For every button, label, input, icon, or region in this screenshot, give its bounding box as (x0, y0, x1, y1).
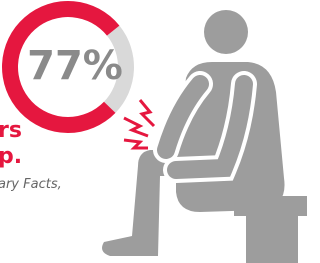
pain-marks (124, 100, 154, 148)
percent-label: 77% (27, 43, 123, 89)
infographic: 77% rs p. ary Facts, (0, 0, 307, 263)
headline-line: p. (0, 144, 22, 169)
source-text: ary Facts, (0, 177, 62, 192)
headline-line: rs (0, 118, 22, 143)
person-icon (102, 10, 307, 263)
